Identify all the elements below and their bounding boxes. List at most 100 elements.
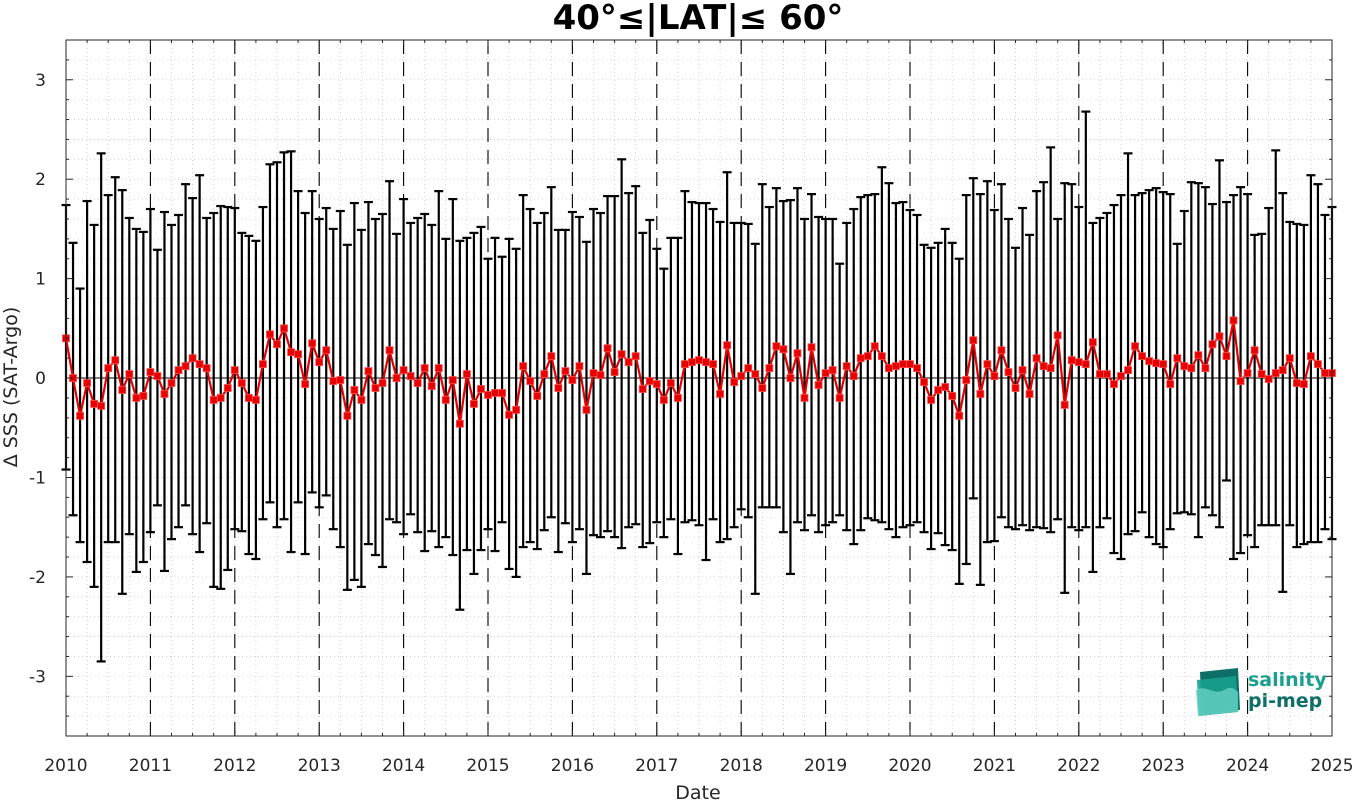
mean-marker: [1307, 352, 1315, 361]
mean-marker: [603, 344, 612, 353]
mean-marker: [484, 391, 492, 399]
mean-marker: [1081, 360, 1090, 369]
y-tick-label: -3: [29, 667, 46, 687]
mean-marker: [202, 364, 211, 373]
y-tick-label: 0: [35, 369, 46, 389]
mean-marker: [976, 390, 985, 398]
mean-marker: [681, 360, 689, 369]
mean-marker: [491, 389, 499, 397]
x-tick-label: 2013: [298, 756, 341, 776]
mean-marker: [906, 360, 914, 369]
y-tick-label: -1: [29, 468, 46, 488]
mean-marker: [990, 372, 999, 380]
mean-marker: [308, 339, 317, 348]
mean-marker: [90, 400, 99, 408]
mean-marker: [273, 340, 281, 349]
mean-marker: [540, 370, 549, 378]
mean-marker: [1124, 366, 1132, 375]
mean-marker: [1180, 362, 1189, 371]
year-separators: [149, 40, 1249, 736]
mean-marker: [885, 364, 893, 373]
mean-marker: [927, 396, 935, 404]
mean-marker: [167, 379, 176, 387]
mean-marker: [1243, 369, 1252, 377]
mean-marker: [1229, 316, 1238, 325]
mean-marker: [666, 379, 675, 387]
mean-marker: [1236, 377, 1245, 385]
mean-marker: [413, 379, 422, 387]
mean-marker: [779, 345, 788, 354]
mean-marker: [765, 364, 774, 373]
mean-marker: [280, 324, 288, 333]
mean-marker: [343, 411, 352, 420]
mean-marker: [1314, 360, 1322, 369]
mean-marker: [793, 349, 802, 358]
mean-marker: [1208, 340, 1217, 349]
mean-marker: [1173, 354, 1182, 363]
mean-marker: [1117, 372, 1125, 380]
mean-marker: [1166, 380, 1175, 388]
mean-marker: [251, 396, 260, 404]
mean-marker: [385, 346, 394, 355]
mean-marker: [638, 385, 647, 393]
y-tick-label: 1: [35, 270, 46, 290]
x-tick-label: 2022: [1057, 756, 1100, 776]
mean-marker: [1145, 357, 1154, 366]
mean-marker: [76, 411, 84, 420]
mean-marker: [399, 366, 408, 375]
mean-marker: [1103, 370, 1111, 378]
mean-marker: [160, 390, 169, 398]
mean-marker: [322, 346, 331, 355]
mean-marker: [863, 352, 872, 361]
mean-marker: [1025, 390, 1034, 398]
mean-marker: [1138, 352, 1146, 361]
mean-marker: [821, 369, 830, 377]
mean-marker: [174, 366, 183, 375]
mean-marker: [470, 400, 478, 408]
mean-marker: [800, 394, 809, 402]
mean-marker: [259, 360, 267, 369]
mean-marker: [547, 352, 556, 361]
mean-marker: [1011, 384, 1020, 392]
mean-marker: [519, 362, 528, 371]
mean-marker: [969, 336, 978, 345]
mean-marker: [1110, 380, 1118, 388]
mean-marker: [617, 350, 626, 359]
mean-marker: [737, 372, 746, 380]
x-tick-label: 2016: [551, 756, 594, 776]
x-tick-label: 2025: [1310, 756, 1353, 776]
mean-marker: [195, 360, 204, 369]
mean-marker: [674, 394, 682, 402]
axis-ticks: [65, 39, 1333, 737]
mean-marker: [505, 410, 514, 419]
x-tick-label: 2023: [1142, 756, 1185, 776]
mean-marker: [1046, 364, 1055, 373]
mean-marker: [772, 342, 781, 351]
mean-marker: [659, 396, 668, 404]
mean-marker: [997, 346, 1006, 355]
mean-marker: [1039, 362, 1048, 371]
mean-marker: [420, 364, 429, 373]
mean-marker: [378, 379, 387, 387]
mean-marker: [899, 360, 907, 369]
mean-marker: [336, 376, 345, 384]
mean-marker: [751, 370, 760, 378]
mean-marker: [716, 390, 724, 398]
mean-marker: [526, 377, 535, 385]
mean-marker: [441, 396, 450, 404]
mean-marker: [287, 348, 295, 357]
mean-marker: [870, 342, 879, 351]
mean-marker: [723, 341, 732, 350]
salinity-pi-mep-logo: salinity pi-mep: [1196, 668, 1327, 716]
mean-marker: [146, 368, 155, 376]
mean-marker: [427, 382, 436, 390]
mean-marker: [1201, 364, 1210, 373]
mean-marker: [877, 352, 886, 361]
mean-marker: [1285, 354, 1294, 363]
mean-marker: [814, 381, 823, 389]
mean-marker: [1152, 359, 1161, 368]
y-tick-label: -2: [29, 568, 46, 588]
mean-marker: [1292, 379, 1301, 387]
mean-marker: [575, 362, 584, 371]
mean-marker: [913, 364, 921, 373]
